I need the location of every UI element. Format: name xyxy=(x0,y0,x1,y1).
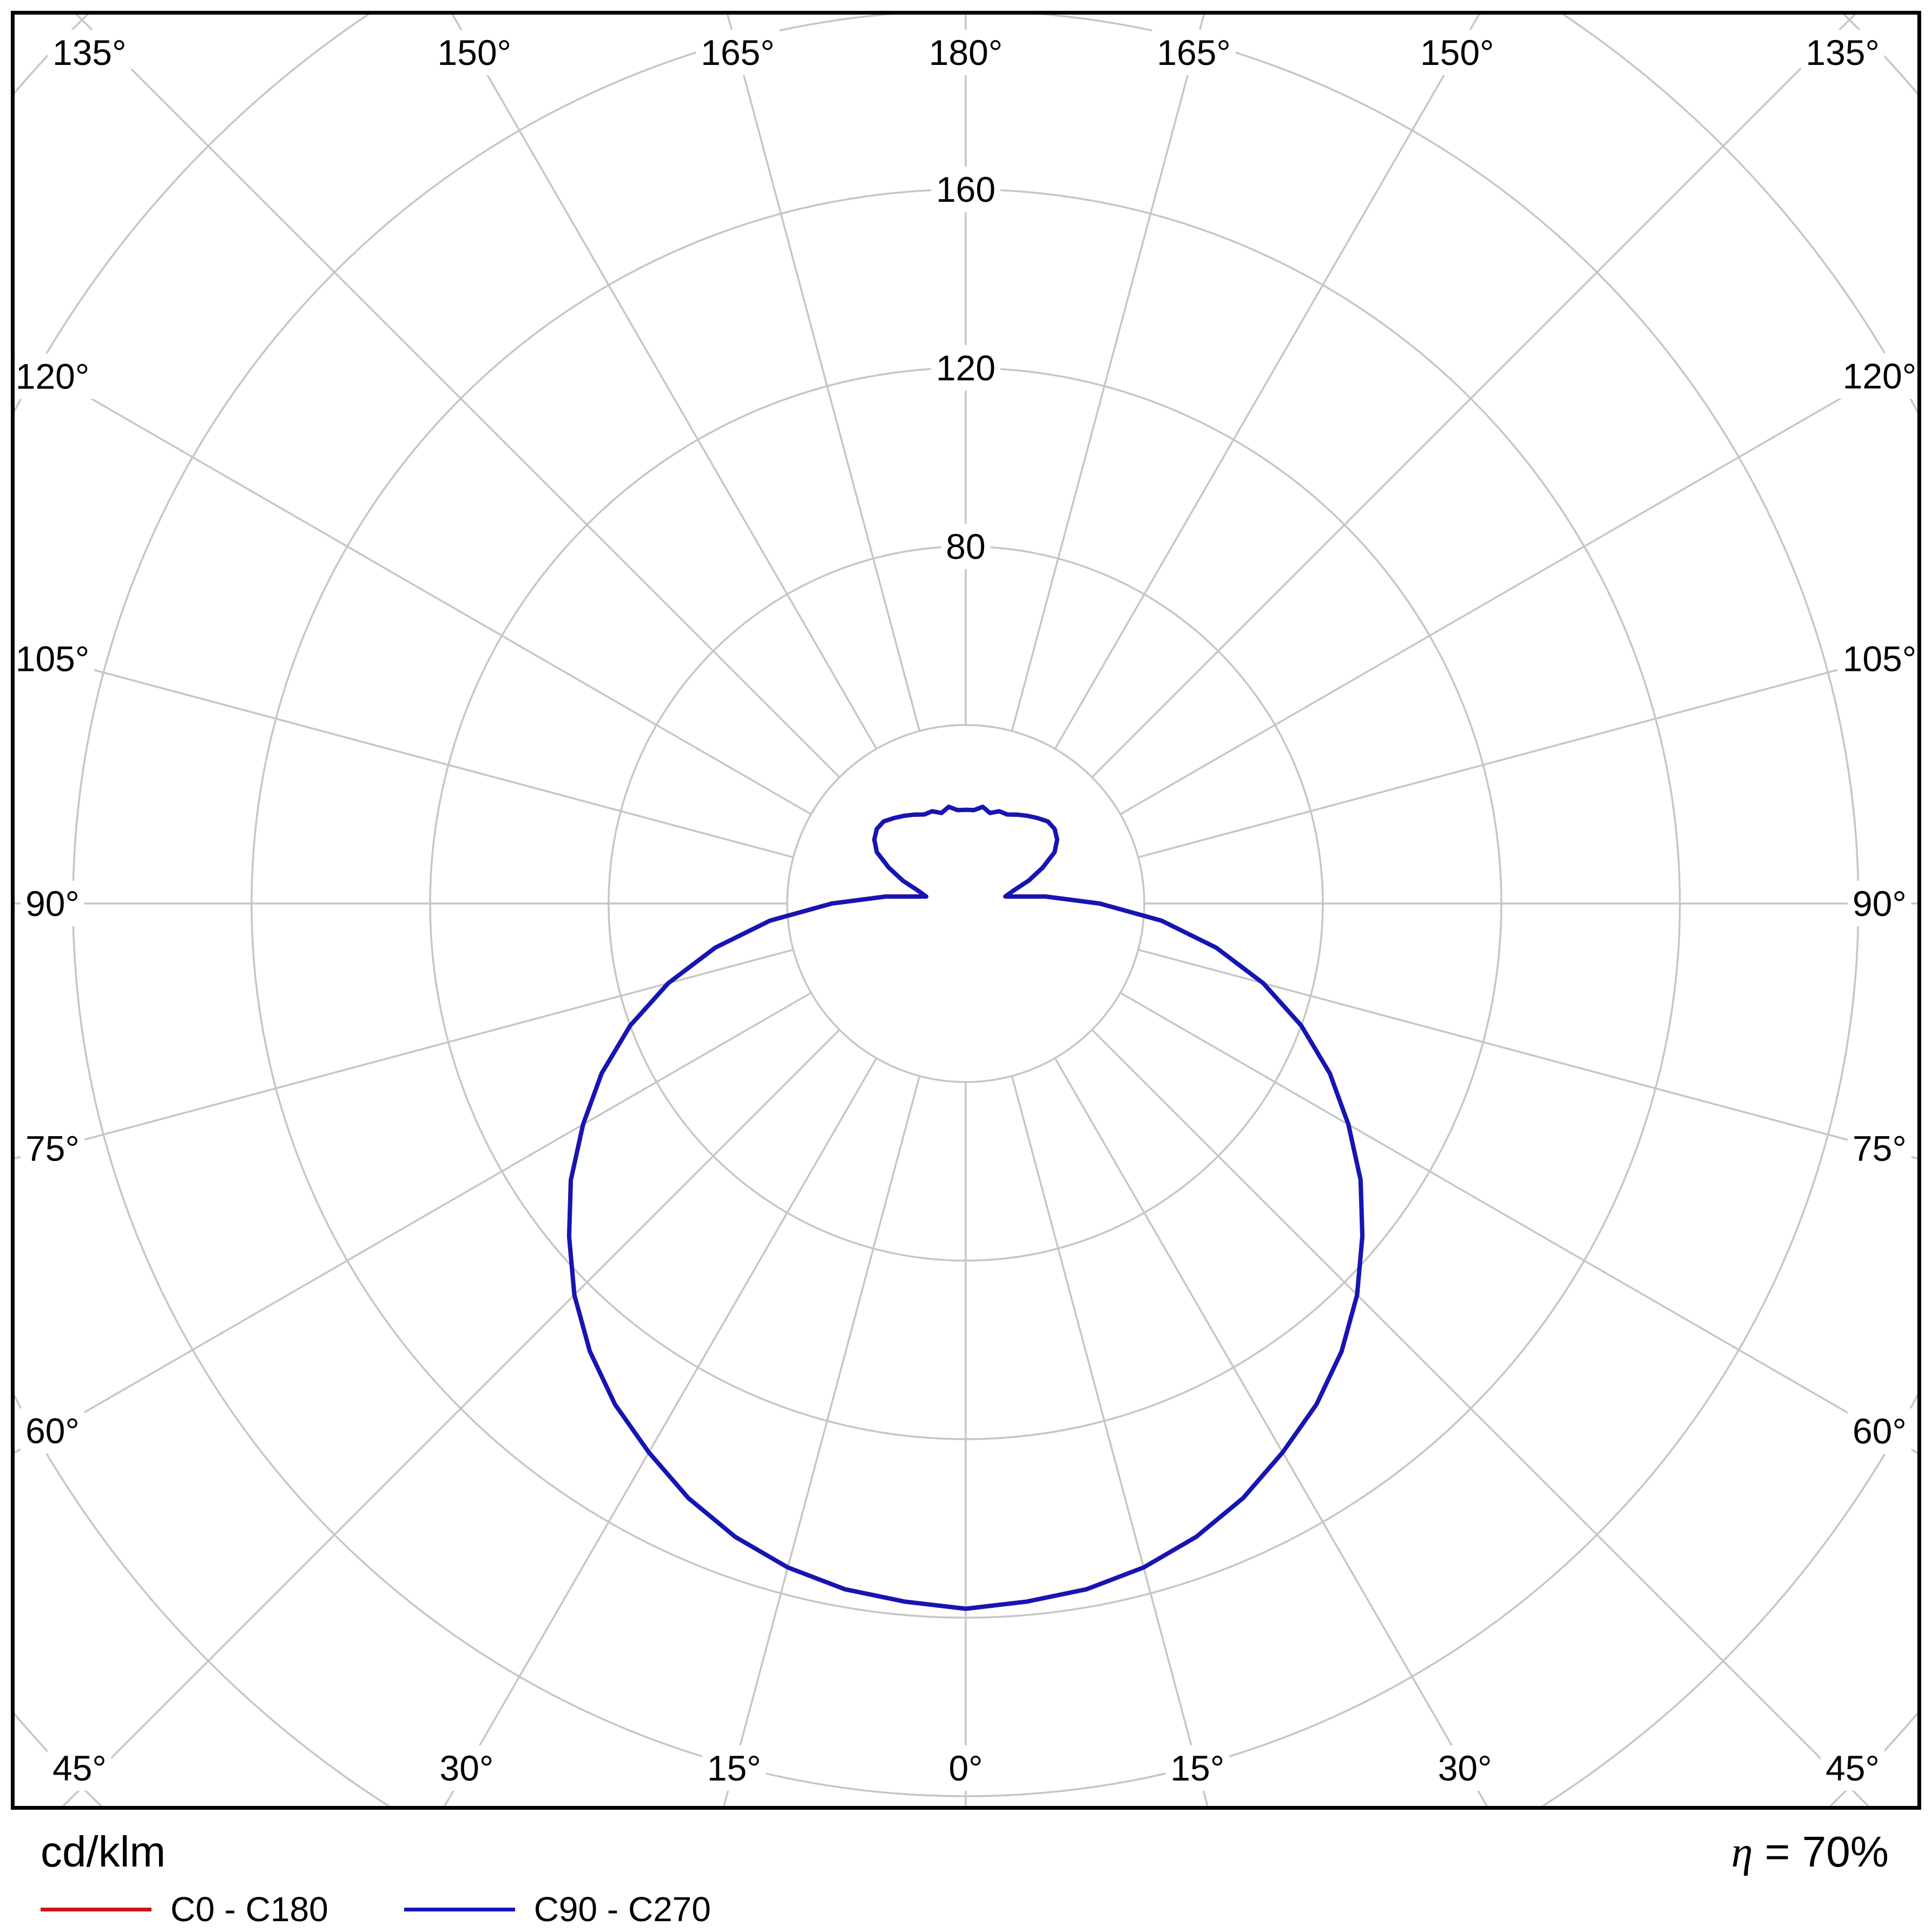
eta-value: = 70% xyxy=(1752,1828,1889,1876)
legend-label-c0-c180: C0 - C180 xyxy=(170,1890,328,1929)
polar-grid-line xyxy=(723,1076,921,1806)
eta-symbol: η xyxy=(1731,1829,1753,1876)
label-bg xyxy=(696,30,780,75)
label-bg xyxy=(944,1745,988,1791)
angle-label: 90° xyxy=(1852,883,1907,924)
label-bg xyxy=(1152,30,1236,75)
efficiency-label: η = 70% xyxy=(1731,1828,1889,1876)
angle-label: 120° xyxy=(1843,356,1917,396)
radial-tick-label: 160 xyxy=(936,169,995,209)
polar-grid-line xyxy=(75,15,840,778)
chart-footer: cd/klm η = 70% C0 - C180 C90 - C270 xyxy=(11,1810,1921,1932)
polar-grid-line xyxy=(451,15,878,750)
unit-label: cd/klm xyxy=(41,1828,166,1876)
polar-grid-line xyxy=(1119,992,1917,1454)
polar-grid-line xyxy=(15,648,794,859)
legend: C0 - C180 C90 - C270 xyxy=(41,1892,711,1927)
polar-grid-line xyxy=(1091,15,1856,778)
angle-label: 60° xyxy=(1852,1411,1907,1451)
polar-grid-line xyxy=(1054,15,1480,750)
label-bg xyxy=(702,1745,766,1791)
angle-label: 120° xyxy=(16,356,90,396)
polar-grid-line xyxy=(15,992,812,1454)
polar-grid-line xyxy=(15,948,794,1159)
label-bg xyxy=(1848,1125,1911,1171)
angle-label: 135° xyxy=(1805,32,1880,72)
angle-label: 90° xyxy=(25,883,80,924)
angle-label: 180° xyxy=(929,32,1003,72)
angle-label: 45° xyxy=(52,1748,107,1788)
label-bg xyxy=(941,524,991,569)
label-bg xyxy=(21,881,84,926)
label-bg xyxy=(1415,30,1499,75)
angle-label: 15° xyxy=(1170,1748,1224,1788)
label-bg xyxy=(1837,353,1917,399)
label-bg xyxy=(15,636,95,682)
label-bg xyxy=(1848,881,1911,926)
polar-grid-line xyxy=(1011,15,1205,731)
polar-grid-line xyxy=(1091,1029,1870,1806)
polar-chart-svg: 0° 15° 15° 30° 30° 45° 45° 60° 60° 75° 75° 90° 90° 10… xyxy=(15,15,1917,1806)
label-bg xyxy=(48,30,131,75)
legend-label-c90-c270: C90 - C270 xyxy=(533,1890,711,1929)
angle-label: 135° xyxy=(52,32,127,72)
angle-label: 105° xyxy=(16,639,90,679)
angle-label: 165° xyxy=(1157,32,1231,72)
label-bg xyxy=(15,353,95,399)
legend-swatch-c0-c180 xyxy=(41,1907,151,1911)
label-bg xyxy=(48,1745,111,1791)
polar-grid-line xyxy=(1138,647,1917,859)
radial-tick-label: 80 xyxy=(946,526,985,566)
angle-label: 150° xyxy=(1420,32,1494,72)
polar-grid-line xyxy=(726,15,921,731)
legend-swatch-c90-c270 xyxy=(404,1907,515,1911)
label-bg xyxy=(1165,1745,1230,1791)
angle-label: 105° xyxy=(1843,638,1917,678)
label-bg xyxy=(1433,1745,1497,1791)
radial-tick-label: 120 xyxy=(936,348,995,388)
label-bg xyxy=(432,30,516,75)
angle-label: 165° xyxy=(701,32,775,72)
label-bg xyxy=(434,1745,499,1791)
legend-item-c0-c180: C0 - C180 xyxy=(41,1892,328,1927)
angle-label: 30° xyxy=(1438,1748,1492,1788)
angle-label: 45° xyxy=(1825,1748,1880,1788)
angle-label: 75° xyxy=(1852,1129,1907,1169)
polar-grid-line xyxy=(443,1057,878,1806)
polar-grid-line xyxy=(15,353,812,815)
polar-grid-line xyxy=(62,1029,840,1806)
label-bg xyxy=(1801,30,1884,75)
polar-grid-line xyxy=(1138,948,1917,1160)
polar-grid-line xyxy=(1054,1057,1488,1806)
label-bg xyxy=(1837,636,1917,682)
angle-label: 15° xyxy=(707,1748,761,1788)
angle-label: 150° xyxy=(438,32,512,72)
legend-item-c90-c270: C90 - C270 xyxy=(404,1892,711,1927)
polar-grid-line xyxy=(1011,1076,1209,1806)
polar-chart-frame: 0° 15° 15° 30° 30° 45° 45° 60° 60° 75° 75° 90° 90° 10… xyxy=(11,11,1921,1810)
label-bg xyxy=(21,1125,84,1171)
label-bg xyxy=(931,345,1000,391)
label-bg xyxy=(21,1408,84,1454)
label-bg xyxy=(1848,1408,1911,1454)
label-bg xyxy=(1821,1745,1884,1791)
label-bg xyxy=(931,167,1000,212)
label-bg xyxy=(924,30,1008,75)
angle-label: 30° xyxy=(439,1748,493,1788)
angle-label: 60° xyxy=(25,1411,80,1451)
angle-label: 75° xyxy=(25,1128,80,1168)
angle-label: 0° xyxy=(948,1748,983,1788)
polar-grid-line xyxy=(1119,353,1917,815)
curve-c90-c270 xyxy=(566,805,1365,1611)
